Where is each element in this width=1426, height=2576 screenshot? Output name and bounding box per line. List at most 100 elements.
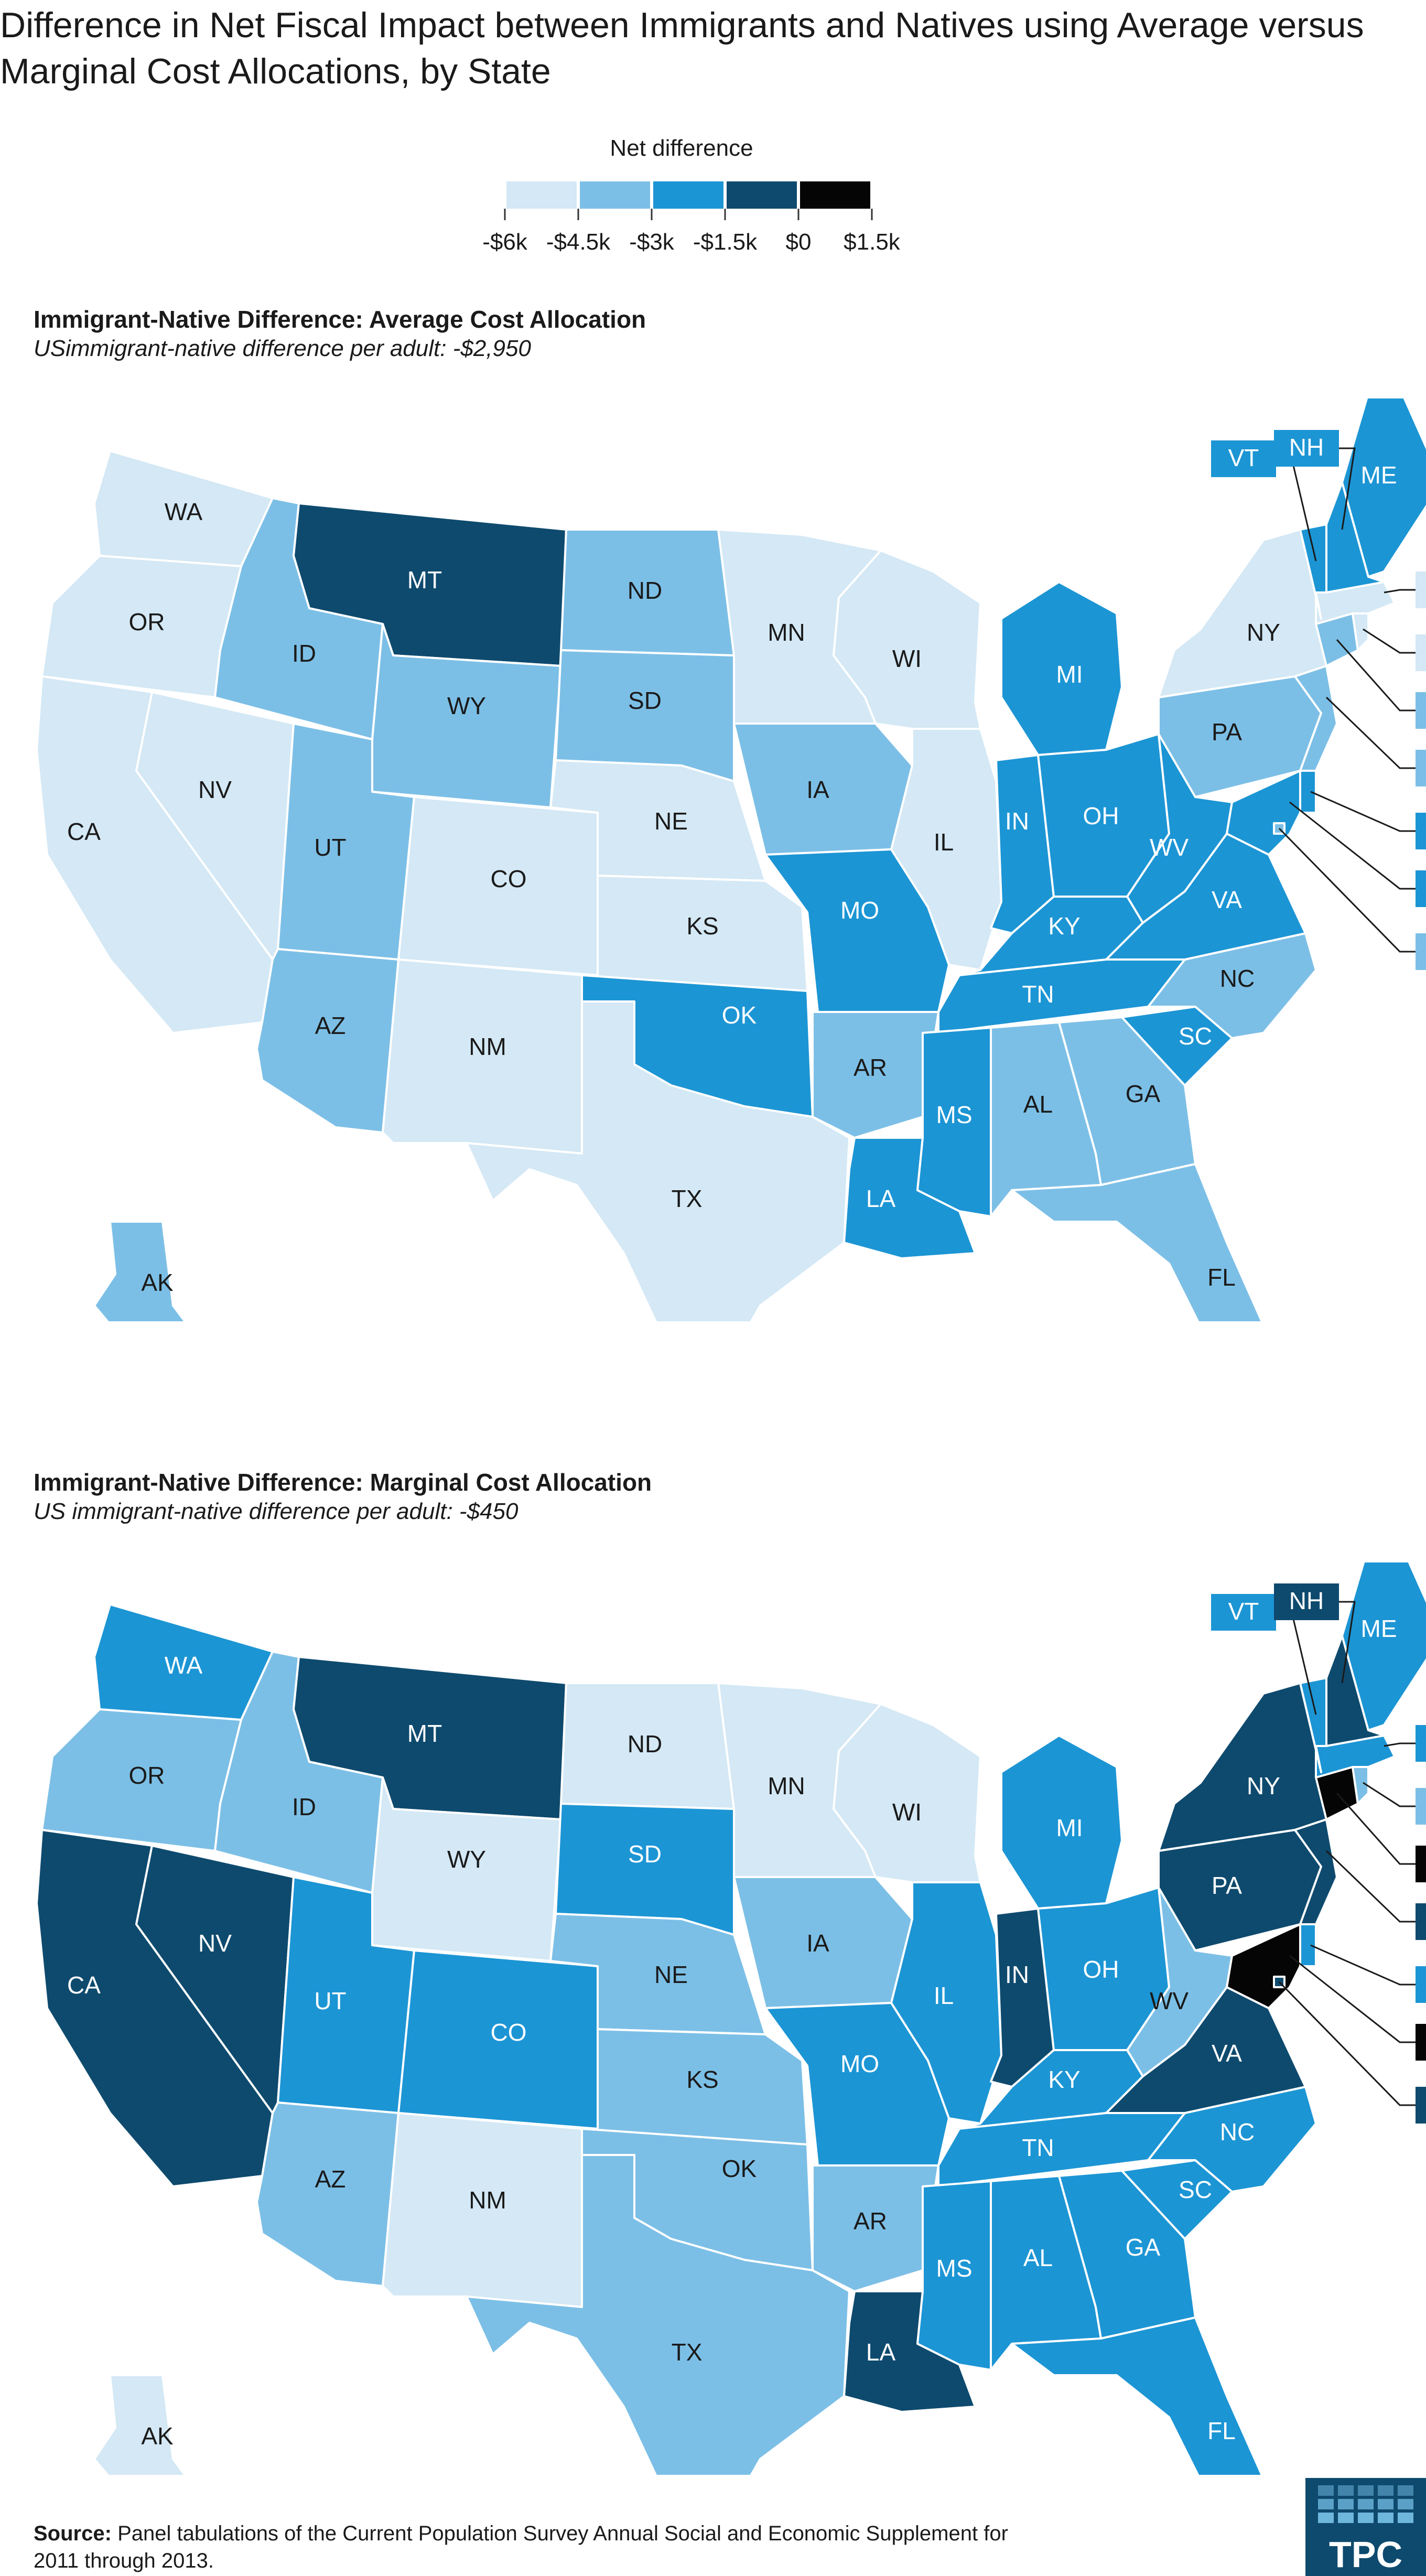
callout-line-nj bbox=[1325, 1850, 1416, 1923]
callout-label-vt: VT bbox=[1228, 1598, 1259, 1625]
logo-tile bbox=[1398, 2513, 1413, 2523]
state-ak bbox=[93, 1221, 187, 1321]
callout-label-nh: NH bbox=[1289, 1587, 1324, 1614]
state-label-al: AL bbox=[1023, 2244, 1053, 2271]
state-label-nv: NV bbox=[198, 1930, 232, 1957]
state-label-ga: GA bbox=[1126, 2234, 1161, 2261]
state-label-mn: MN bbox=[768, 1772, 805, 1799]
state-nh bbox=[1325, 1635, 1385, 1747]
legend: Net difference -$6k -$4.5k -$3k -$1.5k $0 $1.… bbox=[461, 135, 902, 272]
state-label-nm: NM bbox=[469, 1033, 506, 1060]
state-label-fl: FL bbox=[1207, 2417, 1236, 2444]
state-label-wi: WI bbox=[892, 645, 922, 672]
states-layer bbox=[36, 398, 1426, 1321]
logo-tile bbox=[1378, 2513, 1393, 2523]
state-label-ok: OK bbox=[722, 1001, 757, 1029]
callout-box-ri bbox=[1416, 634, 1426, 671]
logo-tile bbox=[1358, 2499, 1374, 2509]
callout-labels: VTNHMARICTNJDEMDDC bbox=[1211, 430, 1426, 970]
state-az bbox=[256, 948, 399, 1134]
callout-line-ri bbox=[1363, 628, 1416, 654]
callout-box-ri bbox=[1416, 1788, 1426, 1825]
state-label-co: CO bbox=[491, 2019, 527, 2046]
state-label-ne: NE bbox=[654, 807, 688, 835]
state-label-mt: MT bbox=[407, 566, 442, 594]
state-il bbox=[890, 728, 1002, 971]
state-label-ar: AR bbox=[854, 1054, 887, 1081]
map-average-cost: WA OR CA NV ID MT WY UT AZ CO NM ND SD NE KS OK TX MN IA MO… bbox=[36, 398, 1426, 1321]
state-labels: WA OR CA NV ID MT WY UT AZ CO NM ND SD NE KS OK TX MN IA MO… bbox=[67, 461, 1397, 1296]
state-mi bbox=[1000, 581, 1123, 756]
state-label-tn: TN bbox=[1022, 2134, 1054, 2161]
state-az bbox=[256, 2101, 399, 2287]
source-note: Source: Panel tabulations of the Current… bbox=[34, 2520, 1030, 2574]
legend-scale: -$6k -$4.5k -$3k -$1.5k $0 $1.5k bbox=[482, 181, 901, 255]
callout-box-nj bbox=[1416, 1903, 1426, 1940]
logo-tile bbox=[1398, 2485, 1413, 2496]
callout-line-dc bbox=[1278, 827, 1416, 953]
state-label-mi: MI bbox=[1056, 1814, 1083, 1841]
state-label-ms: MS bbox=[936, 1101, 973, 1128]
state-label-la: LA bbox=[866, 2338, 896, 2366]
callout-line-nj bbox=[1325, 696, 1416, 769]
state-label-sd: SD bbox=[628, 1840, 662, 1868]
legend-swatch-3 bbox=[727, 181, 797, 209]
state-ak bbox=[93, 2374, 187, 2475]
callout-box-de bbox=[1416, 813, 1426, 849]
state-label-wy: WY bbox=[447, 692, 486, 719]
state-il bbox=[890, 1881, 1002, 2125]
state-label-mn: MN bbox=[768, 619, 805, 646]
state-label-or: OR bbox=[129, 608, 165, 635]
callout-box-ma bbox=[1416, 1725, 1426, 1762]
state-label-ga: GA bbox=[1126, 1080, 1161, 1107]
legend-swatch-0 bbox=[506, 181, 577, 209]
state-label-in: IN bbox=[1005, 1961, 1029, 1988]
state-label-al: AL bbox=[1023, 1091, 1053, 1118]
state-label-pa: PA bbox=[1212, 1872, 1242, 1899]
legend-tick-label: -$1.5k bbox=[693, 229, 758, 255]
state-ny bbox=[1158, 1682, 1327, 1852]
state-label-wa: WA bbox=[165, 498, 203, 525]
callout-box-nh bbox=[1274, 1583, 1339, 1620]
state-label-ia: IA bbox=[806, 776, 829, 803]
callout-line-nh bbox=[1339, 447, 1356, 530]
state-label-or: OR bbox=[129, 1762, 165, 1789]
page-title: Difference in Net Fiscal Impact between … bbox=[0, 5, 1364, 91]
state-label-ms: MS bbox=[936, 2255, 973, 2282]
map-marginal-cost: WA OR CA NV ID MT WY UT AZ CO NM ND SD NE KS OK TX MN IA MO… bbox=[36, 1562, 1426, 2475]
map1-heading: Immigrant-Native Difference: Average Cos… bbox=[34, 306, 646, 333]
state-ny bbox=[1158, 529, 1327, 698]
legend-tick-label: -$3k bbox=[629, 229, 675, 255]
state-me bbox=[1341, 1562, 1426, 1731]
state-label-il: IL bbox=[934, 828, 954, 856]
callout-box-vt bbox=[1211, 440, 1276, 477]
callout-label-vt: VT bbox=[1228, 444, 1259, 471]
state-label-nc: NC bbox=[1220, 965, 1255, 992]
logo-tile bbox=[1358, 2485, 1374, 2496]
state-label-ks: KS bbox=[686, 912, 718, 940]
state-de bbox=[1299, 1923, 1317, 1967]
state-label-ny: NY bbox=[1247, 1772, 1280, 1799]
tpc-logo: TPC bbox=[1305, 2478, 1426, 2576]
callout-box-md bbox=[1416, 870, 1426, 907]
state-label-az: AZ bbox=[315, 1012, 346, 1039]
state-label-ak: AK bbox=[141, 1269, 174, 1296]
callout-box-ct bbox=[1416, 1846, 1426, 1882]
state-label-mt: MT bbox=[407, 1720, 442, 1747]
logo-tile bbox=[1398, 2499, 1413, 2509]
callout-line-md bbox=[1289, 1955, 1416, 2043]
logo-tile bbox=[1378, 2485, 1393, 2496]
state-mi bbox=[1000, 1734, 1123, 1910]
state-fl bbox=[1011, 1163, 1263, 1321]
state-label-id: ID bbox=[292, 640, 316, 667]
state-wv bbox=[1126, 733, 1233, 924]
map1-subheading: USimmigrant-native difference per adult:… bbox=[34, 336, 531, 361]
state-vt bbox=[1299, 1677, 1327, 1773]
state-label-ks: KS bbox=[686, 2066, 718, 2093]
state-label-nm: NM bbox=[469, 2186, 506, 2214]
state-wv bbox=[1126, 1887, 1233, 2077]
callout-line-de bbox=[1310, 1944, 1416, 1986]
state-label-sc: SC bbox=[1179, 1022, 1212, 1050]
state-label-nc: NC bbox=[1220, 2118, 1255, 2146]
legend-swatch-2 bbox=[653, 181, 723, 209]
